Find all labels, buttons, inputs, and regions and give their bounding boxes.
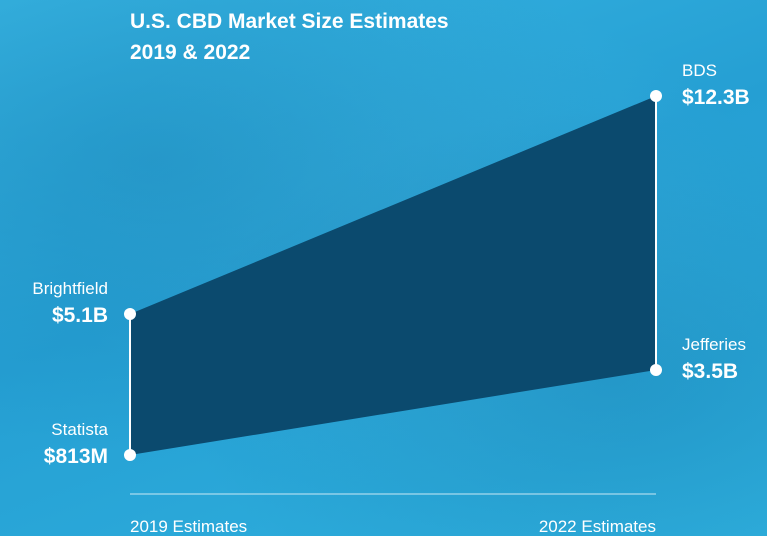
data-point-statista [124,449,136,461]
data-point-jefferies [650,364,662,376]
chart-title-line2: 2019 & 2022 [130,41,251,64]
data-point-brightfield [124,308,136,320]
source-label-brightfield: Brightfield [32,279,108,298]
chart-title: U.S. CBD Market Size Estimates 2019 & 20… [130,6,449,68]
value-label-bds: $12.3B [682,86,750,109]
source-label-statista: Statista [51,420,108,439]
source-label-bds: BDS [682,61,717,80]
value-label-jefferies: $3.5B [682,360,738,383]
data-point-bds [650,90,662,102]
x-tick-label-2019: 2019 Estimates [130,517,247,536]
source-label-jefferies: Jefferies [682,335,746,354]
estimate-range-band [130,96,656,455]
value-label-statista: $813M [44,445,108,468]
value-label-brightfield: $5.1B [52,304,108,327]
chart-title-line1: U.S. CBD Market Size Estimates [130,10,449,33]
x-tick-label-2022: 2022 Estimates [539,517,656,536]
